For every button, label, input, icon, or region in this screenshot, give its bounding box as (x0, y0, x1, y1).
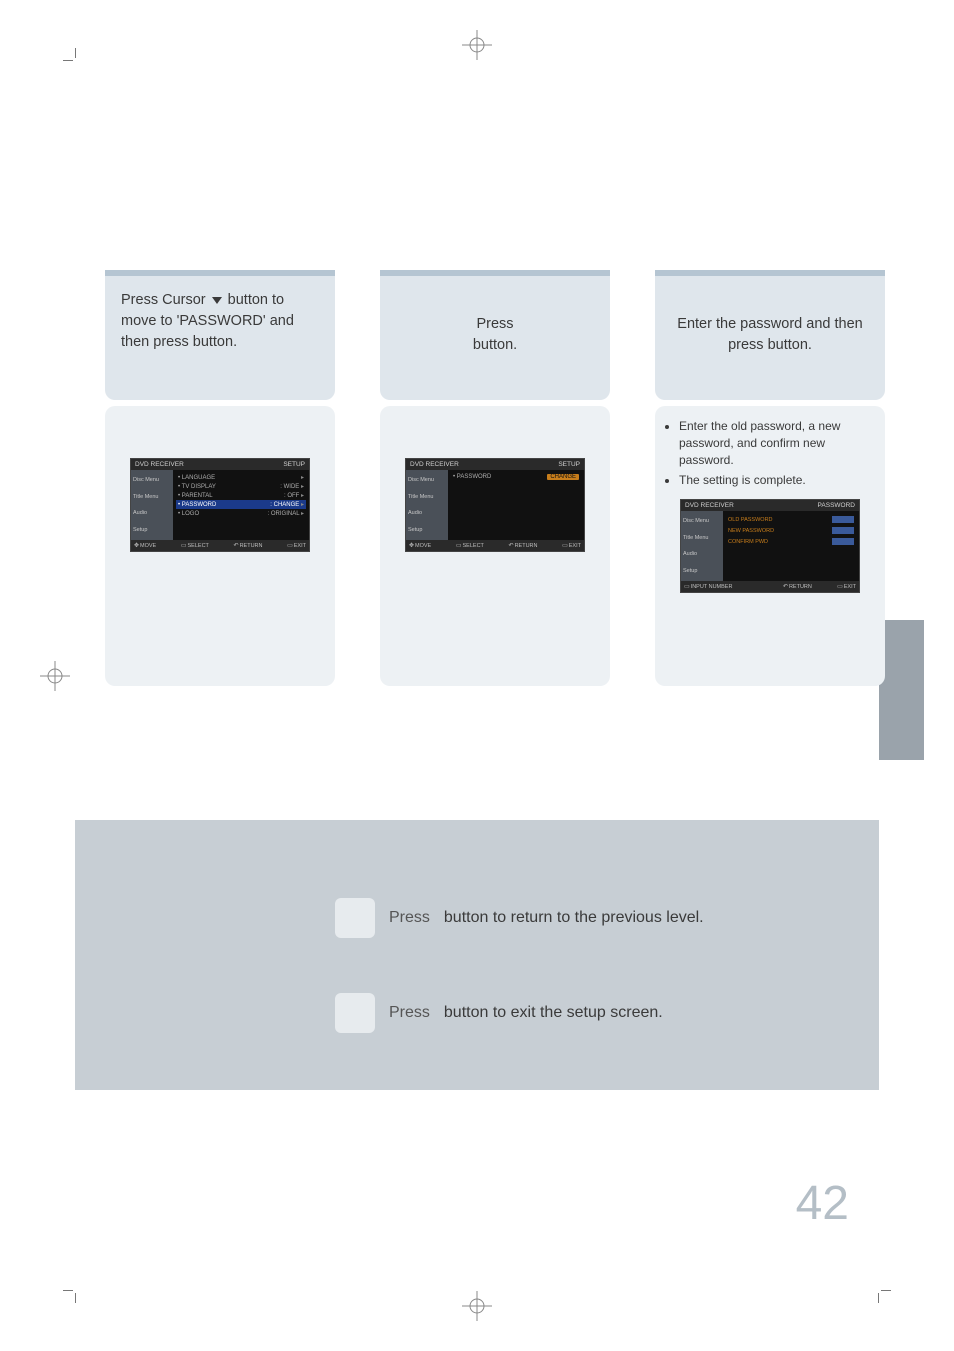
osd-row: • PASSWORD CHANGE (451, 473, 581, 481)
step4-text-end: button. (193, 334, 237, 350)
press-label: Press (389, 909, 430, 927)
side-tab (879, 620, 924, 760)
card-header: Press Cursor button to move to 'PASSWORD… (105, 270, 335, 400)
osd-sidebar: Disc Menu Title Menu Audio Setup (131, 470, 173, 540)
osd-content: OLD PASSWORD NEW PASSWORD CONFIRM PWD (723, 511, 859, 581)
card-header: Enter the password and then press button… (655, 270, 885, 400)
corner-guide (63, 60, 73, 61)
osd-side-item: Disc Menu (683, 518, 721, 524)
corner-guide (75, 48, 76, 58)
press-text: button to return to the previous level. (444, 909, 704, 927)
osd-chip-change: CHANGE (547, 474, 579, 480)
press-label: Press (389, 1004, 430, 1022)
osd-side-item: Audio (683, 551, 721, 557)
osd-content: • PASSWORD CHANGE (448, 470, 584, 540)
instruction-cards: Press Cursor button to move to 'PASSWORD… (105, 270, 885, 686)
card-body: Enter the old password, a new password, … (655, 406, 885, 686)
osd-title-right: PASSWORD (818, 502, 855, 509)
osd-side-item: Setup (683, 568, 721, 574)
osd-password-entry: DVD RECEIVER PASSWORD Disc Menu Title Me… (680, 499, 860, 593)
page-content: Press Cursor button to move to 'PASSWORD… (75, 60, 879, 1291)
osd-side-item: Title Menu (683, 535, 721, 541)
osd-side-item: Audio (133, 510, 171, 516)
osd-password-change: DVD RECEIVER SETUP Disc Menu Title Menu … (405, 458, 585, 552)
card-notes: Enter the old password, a new password, … (665, 418, 875, 489)
step6-text-post: button. (768, 337, 812, 353)
note-item: The setting is complete. (679, 472, 875, 489)
crop-mark-bottom (462, 1291, 492, 1321)
exit-button-icon (335, 993, 375, 1033)
step4-text-pre: Press Cursor (121, 292, 206, 308)
osd-row: • PARENTAL: OFF ▸ (176, 491, 306, 500)
osd-row: • LOGO: ORIGINAL ▸ (176, 509, 306, 518)
osd-field-row: OLD PASSWORD (726, 514, 856, 525)
step5-text-post: button. (473, 337, 517, 353)
osd-side-item: Setup (133, 527, 171, 533)
osd-setup-menu: DVD RECEIVER SETUP Disc Menu Title Menu … (130, 458, 310, 552)
corner-guide (75, 1293, 76, 1303)
osd-title-left: DVD RECEIVER (135, 461, 184, 468)
osd-side-item: Disc Menu (133, 477, 171, 483)
osd-titlebar: DVD RECEIVER SETUP (406, 459, 584, 470)
osd-content: • LANGUAGE▸ • TV DISPLAY: WIDE ▸ • PAREN… (173, 470, 309, 540)
crop-mark-top (462, 30, 492, 60)
osd-row-selected: • PASSWORD: CHANGE ▸ (176, 500, 306, 509)
osd-title-right: SETUP (558, 461, 580, 468)
page-number: 42 (796, 1176, 849, 1231)
osd-field-row: CONFIRM PWD (726, 536, 856, 547)
corner-guide (63, 1290, 73, 1291)
crop-mark-left (40, 661, 70, 691)
osd-footer: ▭INPUT NUMBER ↶RETURN ▭EXIT (681, 581, 859, 592)
bottom-instruction-band: Press button to return to the previous l… (75, 820, 879, 1090)
osd-row: • LANGUAGE▸ (176, 473, 306, 482)
card-step-4: Press Cursor button to move to 'PASSWORD… (105, 270, 335, 686)
osd-title-left: DVD RECEIVER (685, 502, 734, 509)
osd-side-item: Audio (408, 510, 446, 516)
card-body: DVD RECEIVER SETUP Disc Menu Title Menu … (105, 406, 335, 686)
bottom-row-exit: Press button to exit the setup screen. (335, 993, 829, 1033)
card-body: DVD RECEIVER SETUP Disc Menu Title Menu … (380, 406, 610, 686)
osd-footer: ✥MOVE ▭SELECT ↶RETURN ▭EXIT (131, 540, 309, 551)
osd-title-left: DVD RECEIVER (410, 461, 459, 468)
osd-side-item: Setup (408, 527, 446, 533)
corner-guide (878, 1293, 879, 1303)
return-button-icon (335, 898, 375, 938)
osd-sidebar: Disc Menu Title Menu Audio Setup (681, 511, 723, 581)
osd-footer: ✥MOVE ▭SELECT ↶RETURN ▭EXIT (406, 540, 584, 551)
osd-side-item: Title Menu (133, 494, 171, 500)
corner-guide (881, 1290, 891, 1291)
osd-side-item: Title Menu (408, 494, 446, 500)
osd-title-right: SETUP (283, 461, 305, 468)
bottom-row-return: Press button to return to the previous l… (335, 898, 829, 938)
osd-titlebar: DVD RECEIVER PASSWORD (681, 500, 859, 511)
cursor-down-icon (212, 297, 222, 304)
step5-text-pre: Press (476, 316, 513, 332)
card-step-6: Enter the password and then press button… (655, 270, 885, 686)
osd-sidebar: Disc Menu Title Menu Audio Setup (406, 470, 448, 540)
press-text: button to exit the setup screen. (444, 1004, 663, 1022)
card-header: Press button. (380, 270, 610, 400)
osd-row: • TV DISPLAY: WIDE ▸ (176, 482, 306, 491)
osd-field-row: NEW PASSWORD (726, 525, 856, 536)
card-step-5: Press button. DVD RECEIVER SETUP Disc Me… (380, 270, 610, 686)
osd-titlebar: DVD RECEIVER SETUP (131, 459, 309, 470)
note-item: Enter the old password, a new password, … (679, 418, 875, 468)
osd-side-item: Disc Menu (408, 477, 446, 483)
